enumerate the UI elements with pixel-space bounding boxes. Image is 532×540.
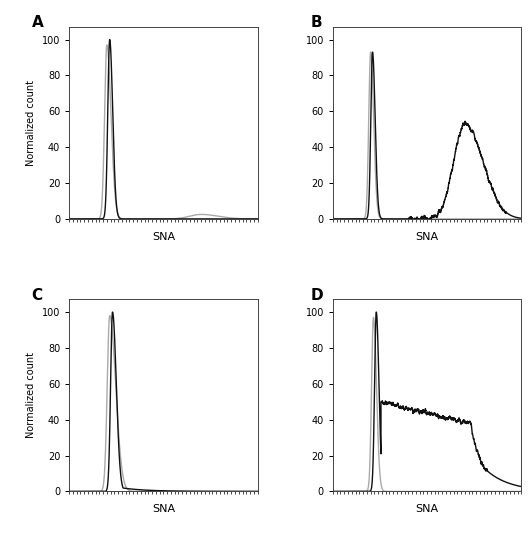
X-axis label: SNA: SNA [152,504,175,515]
Y-axis label: Normalized count: Normalized count [26,80,36,166]
Text: B: B [310,16,322,30]
X-axis label: SNA: SNA [415,504,439,515]
Text: C: C [31,288,43,303]
X-axis label: SNA: SNA [415,232,439,242]
Text: A: A [31,16,43,30]
Text: D: D [310,288,323,303]
X-axis label: SNA: SNA [152,232,175,242]
Y-axis label: Normalized count: Normalized count [26,353,36,438]
